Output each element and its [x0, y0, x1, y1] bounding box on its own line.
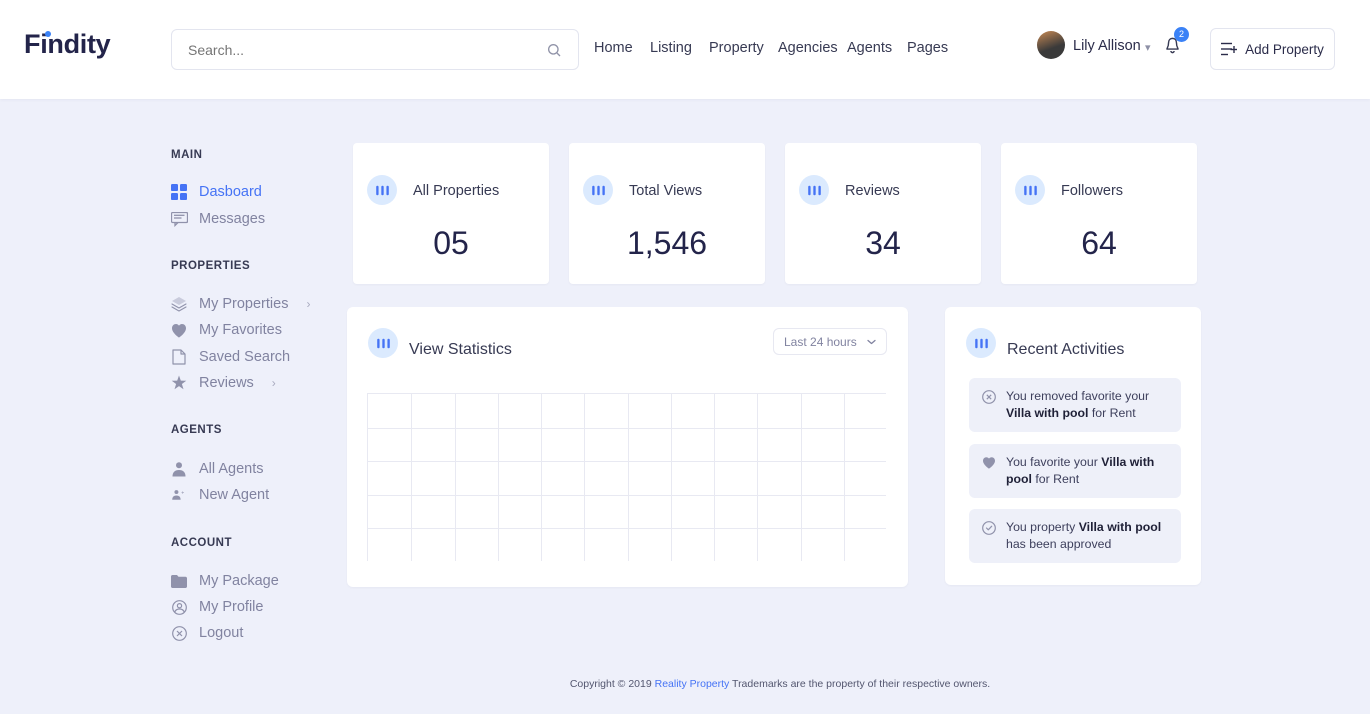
svg-text:+: +	[181, 491, 184, 497]
